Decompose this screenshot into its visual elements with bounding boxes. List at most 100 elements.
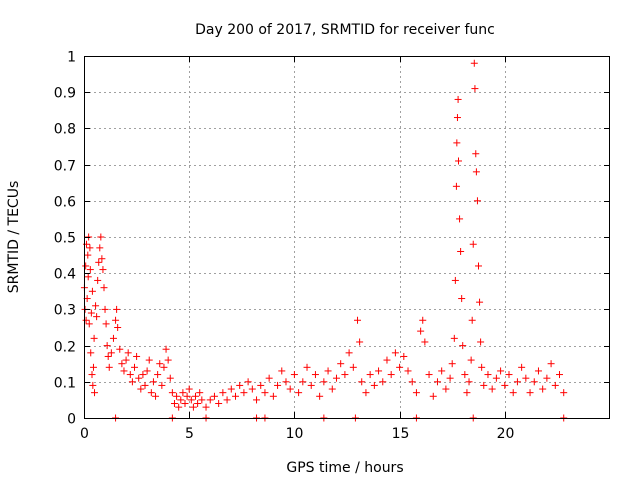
data-point — [166, 374, 174, 382]
data-point — [282, 378, 290, 386]
x-tick-label: 0 — [80, 426, 89, 442]
data-point — [450, 334, 458, 342]
data-point — [82, 316, 90, 324]
data-point — [370, 381, 378, 389]
data-point — [316, 392, 324, 400]
data-point — [379, 378, 387, 386]
y-axis-title: SRMTID / TECUs — [6, 181, 22, 294]
x-axis-title: GPS time / hours — [286, 460, 403, 476]
data-point — [133, 352, 141, 360]
data-point — [185, 385, 193, 393]
data-point — [152, 392, 160, 400]
data-point — [88, 287, 96, 295]
data-point — [328, 385, 336, 393]
x-tick-label: 5 — [185, 426, 194, 442]
data-point — [145, 356, 153, 364]
data-point — [168, 389, 176, 397]
data-point — [467, 356, 475, 364]
data-point — [492, 374, 500, 382]
data-point — [114, 324, 122, 331]
data-point — [86, 244, 94, 252]
data-point — [448, 360, 456, 368]
data-point — [104, 352, 112, 360]
data-point — [476, 298, 484, 306]
data-point — [86, 266, 94, 274]
data-point — [468, 316, 476, 324]
y-tick-label: 0 — [67, 412, 76, 428]
data-point — [84, 251, 92, 259]
data-point — [484, 371, 492, 379]
data-point — [94, 276, 102, 284]
data-point — [196, 389, 204, 397]
data-point — [497, 367, 505, 375]
data-point — [404, 367, 412, 375]
data-point — [286, 385, 294, 393]
data-point — [478, 363, 486, 371]
data-point — [89, 381, 97, 389]
y-tick-label: 0.2 — [54, 340, 76, 356]
data-point — [89, 363, 97, 371]
y-tick-label: 0.6 — [54, 195, 76, 211]
data-point — [451, 276, 459, 284]
data-point — [324, 367, 332, 375]
data-point — [118, 360, 126, 368]
data-point — [303, 363, 311, 371]
data-point — [509, 389, 517, 397]
data-point — [518, 363, 526, 371]
data-point — [112, 316, 120, 324]
data-point — [107, 349, 115, 357]
data-points — [80, 59, 568, 422]
data-point — [189, 403, 197, 411]
data-point — [253, 396, 261, 404]
data-point — [471, 85, 479, 93]
data-point — [96, 244, 104, 252]
data-point — [356, 338, 364, 346]
data-point — [210, 392, 218, 400]
data-point — [236, 381, 244, 389]
data-point — [469, 240, 477, 248]
data-point — [231, 392, 239, 400]
data-point — [120, 367, 128, 375]
data-point — [128, 378, 136, 386]
data-point — [470, 59, 478, 67]
data-point — [513, 378, 521, 386]
data-point — [421, 338, 429, 346]
y-tick-label: 0.8 — [54, 122, 76, 138]
data-point — [261, 389, 269, 397]
data-point — [103, 342, 111, 350]
data-point — [400, 352, 408, 360]
y-tick-label: 0.5 — [54, 231, 76, 247]
data-point — [425, 371, 433, 379]
data-point — [396, 363, 404, 371]
data-point — [534, 367, 542, 375]
data-point — [456, 215, 464, 223]
data-point — [265, 374, 273, 382]
data-point — [100, 284, 108, 292]
data-point — [526, 389, 534, 397]
y-tick-label: 1 — [67, 50, 76, 66]
data-point — [143, 367, 151, 375]
data-point — [85, 320, 93, 328]
data-point — [455, 157, 463, 165]
data-point — [92, 302, 100, 310]
data-point — [459, 342, 467, 350]
data-point — [269, 392, 277, 400]
data-point — [463, 389, 471, 397]
data-point — [387, 371, 395, 379]
data-point — [551, 381, 559, 389]
data-point — [95, 258, 103, 266]
data-point — [446, 374, 454, 382]
y-tick-label: 0.4 — [54, 267, 76, 283]
data-point — [337, 360, 345, 368]
data-point — [84, 273, 92, 281]
data-point — [183, 392, 191, 400]
data-point — [215, 400, 223, 408]
data-point — [429, 392, 437, 400]
data-point — [137, 385, 145, 393]
data-point — [341, 371, 349, 379]
data-point — [90, 334, 98, 342]
data-point — [130, 363, 138, 371]
data-point — [135, 374, 143, 382]
data-point — [473, 197, 481, 205]
